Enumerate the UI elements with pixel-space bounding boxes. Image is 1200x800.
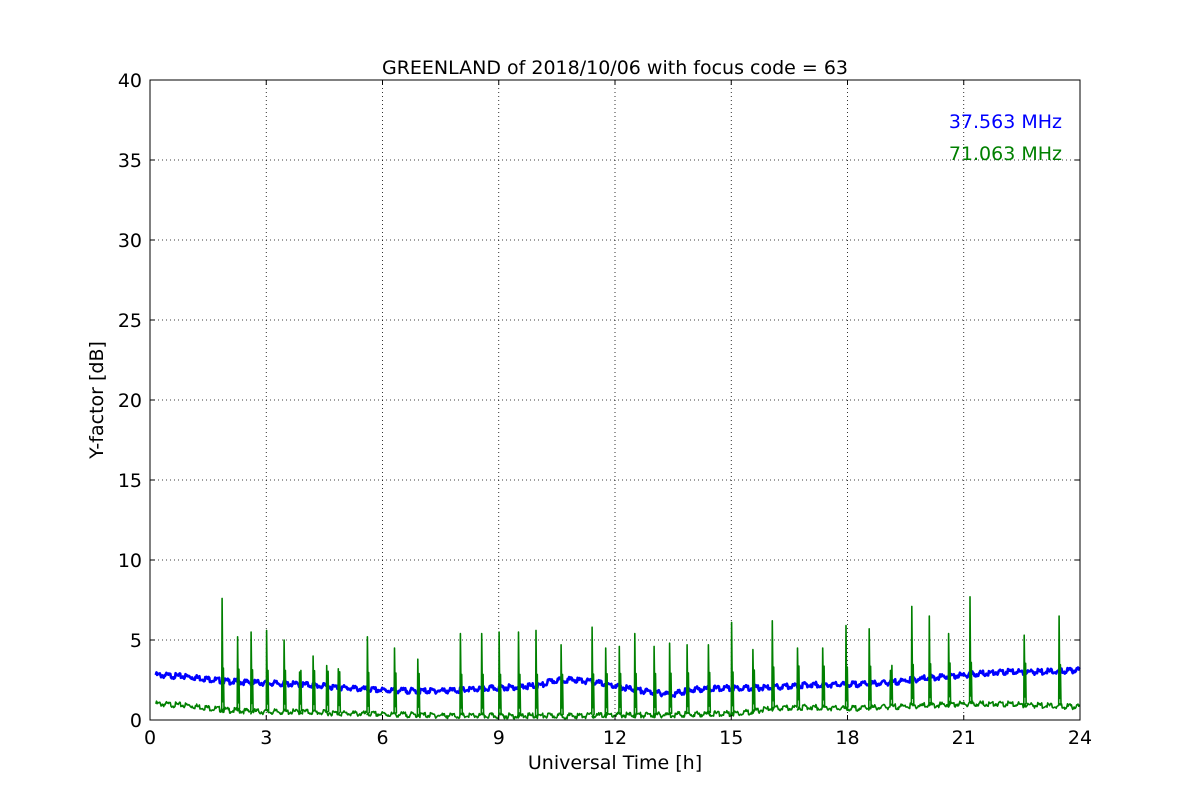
y-tick-label: 35 — [118, 150, 142, 172]
legend-entry: 37.563 MHz — [949, 111, 1062, 133]
y-tick-label: 40 — [118, 70, 142, 92]
y-tick-label: 20 — [118, 390, 142, 412]
x-axis-label: Universal Time [h] — [528, 752, 702, 774]
x-tick-label: 0 — [144, 727, 156, 749]
grid-lines — [150, 80, 1080, 720]
x-tick-label: 15 — [719, 727, 743, 749]
y-tick-label: 10 — [118, 550, 142, 572]
y-tick-label: 25 — [118, 310, 142, 332]
x-tick-label: 18 — [835, 727, 859, 749]
axis-ticks — [149, 79, 1081, 721]
axis-tick-labels: 0 3 6 9 12 15 18 21 24 0 5 10 15 20 25 30 35 40 — [118, 70, 1092, 749]
series-line-37-563-mhz — [154, 666, 1081, 698]
legend: 37.563 MHz 71.063 MHz — [949, 111, 1062, 165]
series-lines — [154, 596, 1081, 720]
chart-title: GREENLAND of 2018/10/06 with focus code … — [382, 57, 848, 79]
legend-entry: 71.063 MHz — [949, 143, 1062, 165]
y-axis-label: Y-factor [dB] — [86, 341, 108, 460]
y-tick-label: 5 — [130, 630, 142, 652]
y-tick-label: 30 — [118, 230, 142, 252]
x-tick-label: 3 — [260, 727, 272, 749]
x-tick-label: 6 — [376, 727, 388, 749]
x-tick-label: 21 — [952, 727, 976, 749]
series-line-71-063-mhz — [155, 596, 1081, 720]
x-tick-label: 9 — [493, 727, 505, 749]
x-tick-label: 12 — [603, 727, 627, 749]
y-tick-label: 0 — [130, 710, 142, 732]
y-tick-label: 15 — [118, 470, 142, 492]
x-tick-label: 24 — [1068, 727, 1092, 749]
